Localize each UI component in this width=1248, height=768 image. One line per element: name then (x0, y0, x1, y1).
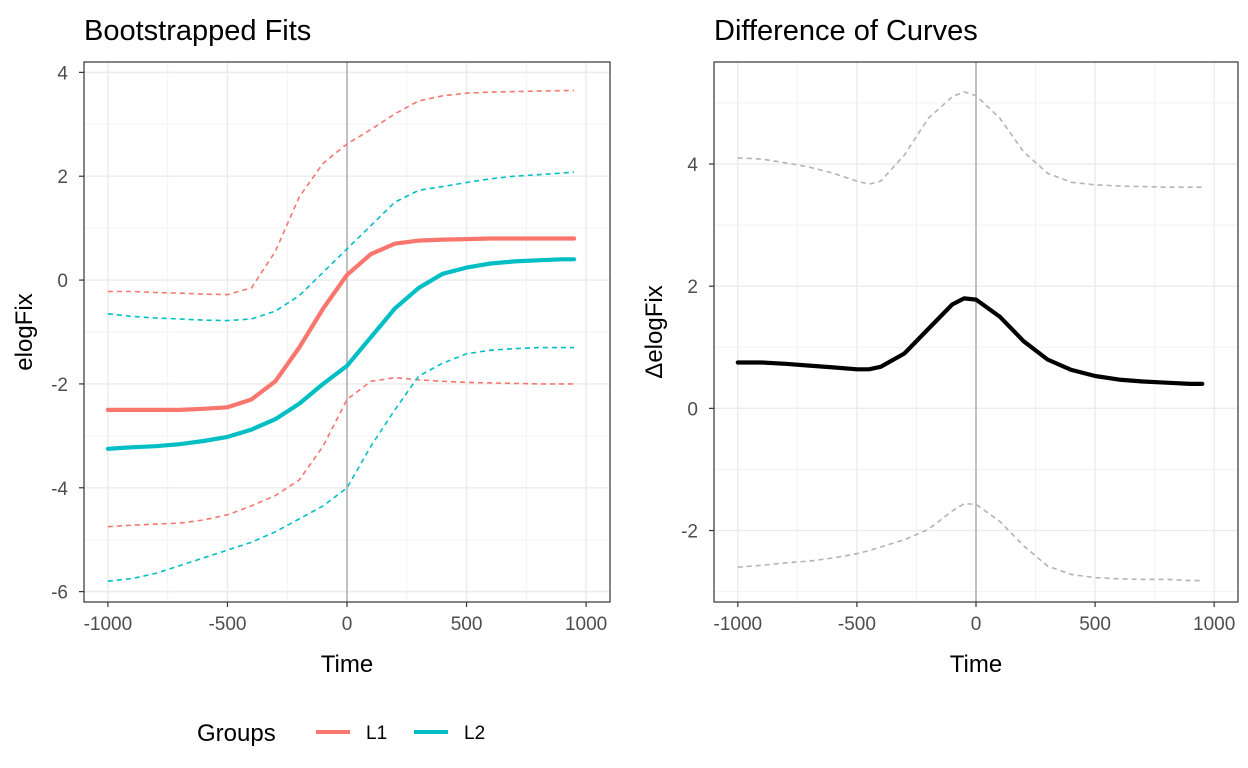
x-tick-label: 1000 (1193, 614, 1235, 635)
y-tick-label: -2 (51, 375, 68, 396)
y-axis-title: ΔelogFix (641, 285, 668, 378)
legend-label-l2: L2 (464, 723, 485, 744)
y-tick-label: -6 (51, 583, 68, 604)
legend: Groups L1 L2 (197, 720, 485, 747)
series-bound-line-p1-1 (737, 91, 1203, 188)
x-tick-label: 1000 (565, 614, 607, 635)
x-tick-label: -500 (838, 614, 876, 635)
panel-bootstrapped-fits: Bootstrapped Fits -1000 -500 0 500 1000 -6 -4 -… (11, 15, 611, 678)
panel-title: Difference of Curves (714, 15, 978, 47)
y-tick-label: -2 (681, 522, 698, 543)
x-axis-title: Time (950, 651, 1002, 678)
x-tick-label: 0 (971, 614, 982, 635)
series-bound-line-p0-1 (107, 89, 575, 296)
series-bound-line-p1-2 (737, 502, 1203, 582)
y-tick-label: -4 (51, 479, 68, 500)
y-tick-label: 4 (687, 155, 698, 176)
series-bound-line-p0-4 (107, 171, 575, 322)
series-bound-line-p0-5 (107, 346, 575, 582)
x-axis-title: Time (321, 651, 373, 678)
y-axis-title: elogFix (11, 293, 38, 370)
y-tick-label: 0 (57, 271, 68, 292)
x-tick-label: -1000 (84, 614, 133, 635)
x-tick-label: -500 (208, 614, 246, 635)
x-tick-label: -1000 (714, 614, 763, 635)
x-tick-label: 500 (451, 614, 483, 635)
series-line-p1-0 (735, 296, 1205, 386)
panel-title: Bootstrapped Fits (84, 15, 311, 47)
y-tick-label: 2 (687, 277, 698, 298)
series-line-l2 (105, 257, 577, 451)
series-line-l1 (105, 236, 577, 412)
legend-title: Groups (197, 720, 276, 747)
series-bound-line-p0-2 (107, 376, 575, 528)
y-tick-label: 0 (687, 399, 698, 420)
y-tick-label: 4 (57, 63, 68, 84)
panel-difference-of-curves: Difference of Curves -1000 -500 0 500 1000 -2… (641, 15, 1239, 678)
y-tick-label: 2 (57, 167, 68, 188)
x-tick-label: 500 (1079, 614, 1111, 635)
x-tick-label: 0 (342, 614, 353, 635)
legend-label-l1: L1 (366, 723, 387, 744)
